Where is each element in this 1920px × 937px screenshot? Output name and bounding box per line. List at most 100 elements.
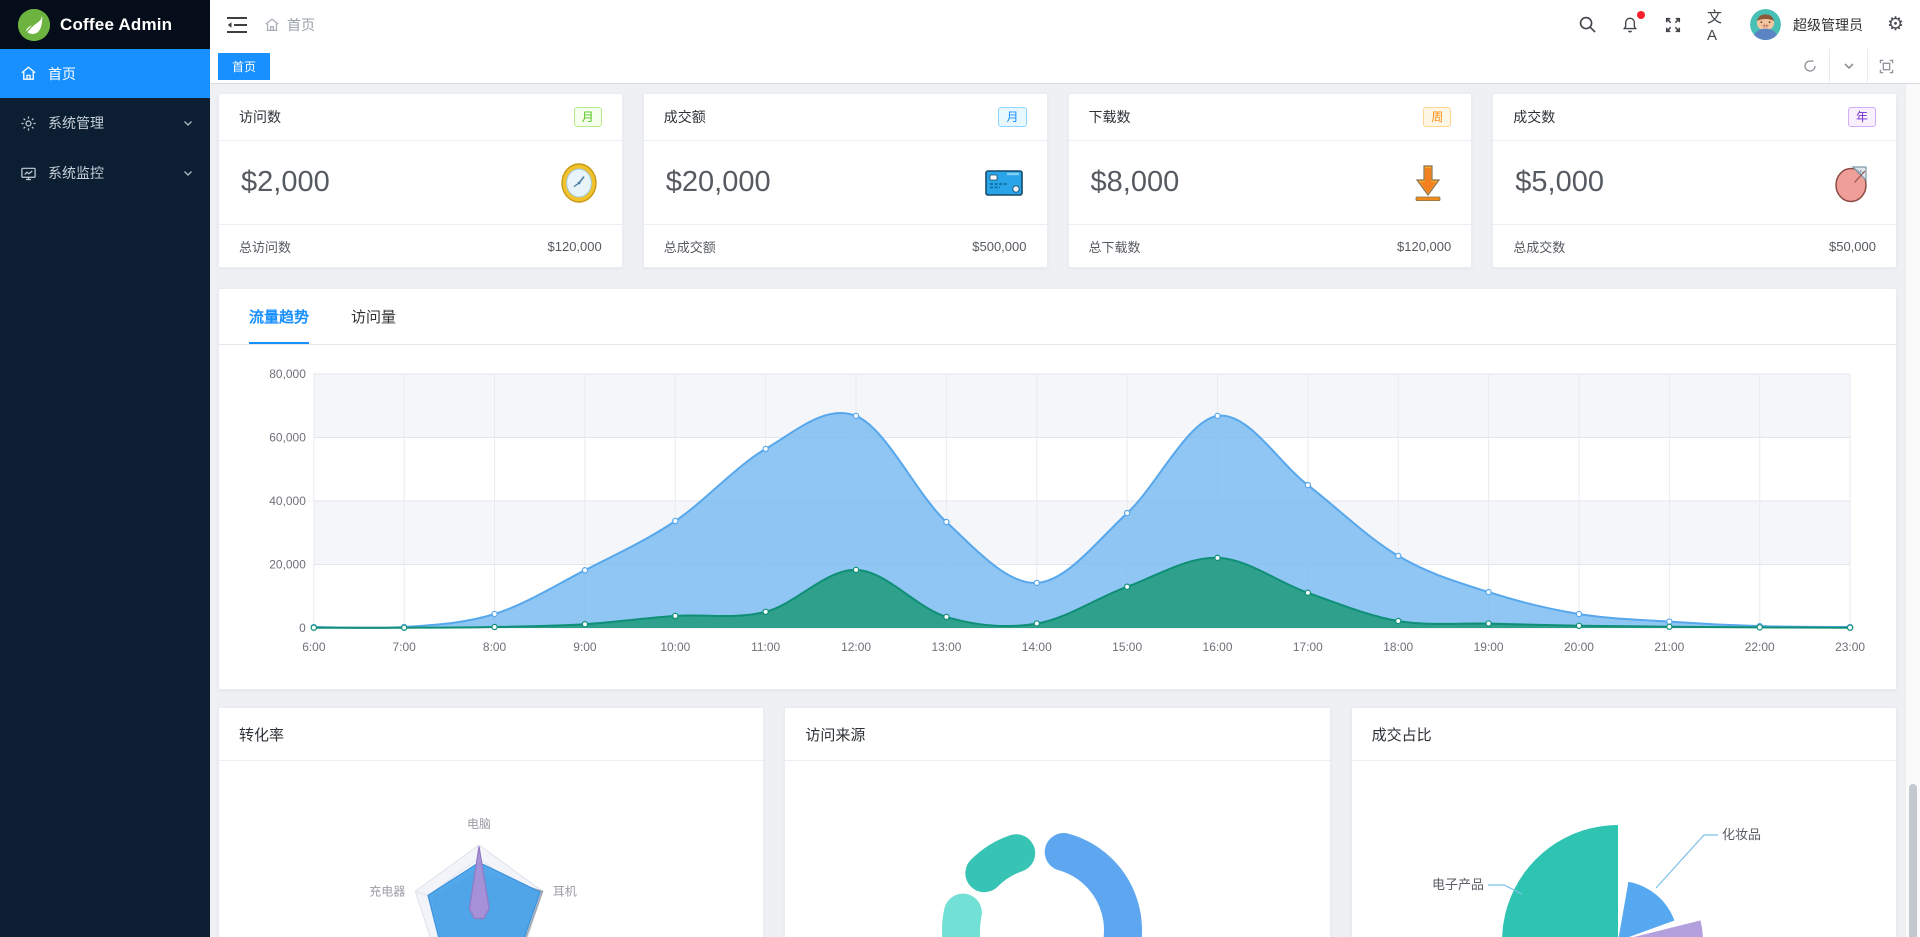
chevron-down-icon (184, 121, 192, 126)
svg-text:%: % (1856, 167, 1863, 176)
stat-card-visits: 访问数 月 $2,000 总访问数 $120,000 (218, 93, 623, 268)
svg-text:17:00: 17:00 (1293, 640, 1323, 654)
svg-text:7:00: 7:00 (393, 640, 417, 654)
tab-traffic-trend[interactable]: 流量趋势 (249, 306, 310, 344)
top-navbar: 首页 文A (210, 0, 1920, 49)
sidebar-item-home[interactable]: 首页 (0, 49, 210, 98)
refresh-icon[interactable] (1791, 49, 1829, 83)
stat-card-turnover: 成交额 月 $20,000 总成交额 $500,000 (642, 93, 1048, 268)
breadcrumb-item[interactable]: 首页 (287, 16, 315, 33)
card-title: 转化率 (219, 708, 764, 761)
stat-footer-label: 总访问数 (239, 239, 292, 255)
svg-text:6:00: 6:00 (302, 640, 326, 654)
stat-card-row: 访问数 月 $2,000 总访问数 $120,000 (218, 93, 1897, 268)
stat-footer-value: $50,000 (1829, 238, 1876, 254)
bottom-card-row: 转化率 电脑 耳机 充电器 访问来源 成交占比 电子产品 化妆品 (218, 707, 1897, 937)
sidebar-item-label: 系统监控 (48, 165, 104, 181)
fullscreen-icon[interactable] (1664, 15, 1683, 34)
svg-text:80,000: 80,000 (269, 367, 306, 381)
chevron-down-icon (184, 171, 192, 176)
avatar[interactable] (1749, 9, 1781, 40)
stat-footer-value: $500,000 (972, 238, 1027, 254)
stat-card-title: 访问数 (239, 109, 281, 125)
scrollbar-thumb[interactable] (1909, 784, 1917, 937)
deal-share-card: 成交占比 电子产品 化妆品 (1350, 707, 1897, 937)
stat-footer-label: 总成交数 (1513, 239, 1566, 255)
svg-text:9:00: 9:00 (573, 640, 597, 654)
svg-text:14:00: 14:00 (1022, 640, 1052, 654)
page-tabbar: 首页 (210, 49, 1920, 84)
period-tag: 月 (998, 107, 1027, 127)
svg-text:15:00: 15:00 (1112, 640, 1142, 654)
stat-card-title: 成交额 (663, 109, 706, 125)
svg-text:充电器: 充电器 (369, 883, 405, 898)
search-icon[interactable] (1578, 15, 1597, 34)
stat-value: $5,000 (1515, 166, 1604, 198)
svg-text:0: 0 (299, 621, 306, 635)
svg-text:8:00: 8:00 (483, 640, 507, 654)
maximize-icon[interactable] (1867, 49, 1905, 83)
stat-footer-value: $120,000 (1397, 238, 1452, 254)
traffic-trend-chart: 0 20,000 40,000 60,000 80,000 6:00 7:00 8:00 9:0… (269, 367, 1865, 654)
scrollbar[interactable] (1905, 84, 1920, 937)
home-icon (21, 66, 36, 80)
svg-text:22:00: 22:00 (1745, 640, 1775, 654)
stat-footer-label: 总成交额 (663, 239, 716, 255)
period-tag: 周 (1423, 107, 1452, 127)
app-title: Coffee Admin (60, 14, 173, 34)
svg-text:60,000: 60,000 (269, 430, 306, 444)
svg-text:21:00: 21:00 (1654, 640, 1684, 654)
visit-source-donut-chart (942, 833, 1143, 937)
pie-icon: % (1835, 165, 1867, 202)
svg-text:10:00: 10:00 (660, 640, 690, 654)
translate-icon[interactable]: 文A (1706, 8, 1722, 44)
credit-card-icon (984, 169, 1023, 196)
chevron-down-icon[interactable] (1829, 49, 1867, 83)
stat-footer-value: $120,000 (547, 238, 602, 254)
breadcrumb-home-icon[interactable] (264, 17, 280, 33)
user-name[interactable]: 超级管理员 (1792, 16, 1863, 33)
traffic-trend-card: 流量趋势 访问量 0 20,000 40,000 60,000 80,000 6:00 7:… (218, 288, 1897, 690)
period-tag: 年 (1847, 107, 1876, 127)
card-title: 成交占比 (1351, 708, 1896, 761)
svg-text:12:00: 12:00 (841, 640, 871, 654)
sidebar: Coffee Admin 首页 系统管理 (0, 0, 210, 937)
download-icon (1415, 164, 1441, 201)
monitor-icon (21, 167, 36, 180)
collapse-sidebar-icon[interactable] (226, 15, 248, 35)
logo: Coffee Admin (0, 0, 210, 49)
sidebar-item-system-monitor[interactable]: 系统监控 (0, 148, 210, 198)
visit-source-card: 访问来源 (784, 707, 1331, 937)
svg-text:13:00: 13:00 (931, 640, 961, 654)
svg-text:电脑: 电脑 (467, 817, 491, 831)
stat-card-title: 下载数 (1088, 109, 1131, 125)
stat-card-downloads: 下载数 周 $8,000 总下载数 $120,000 (1067, 93, 1473, 268)
navbar-right: 文A 超级管理员 ⚙ (1578, 8, 1920, 44)
sidebar-item-system-management[interactable]: 系统管理 (0, 98, 210, 148)
svg-text:电子产品: 电子产品 (1432, 877, 1484, 892)
clock-icon (561, 162, 597, 203)
svg-text:20:00: 20:00 (1564, 640, 1594, 654)
stat-footer-label: 总下载数 (1088, 239, 1141, 255)
breadcrumb: 首页 (264, 15, 315, 35)
notification-bell-icon[interactable] (1621, 11, 1645, 34)
settings-gear-icon[interactable]: ⚙ (1886, 14, 1904, 35)
tab-visits[interactable]: 访问量 (351, 309, 397, 326)
sidebar-item-label: 系统管理 (48, 115, 104, 131)
period-tag: 月 (573, 107, 602, 127)
tab-home[interactable]: 首页 (218, 52, 271, 80)
notification-dot (1636, 11, 1645, 19)
svg-text:20,000: 20,000 (269, 557, 306, 571)
gear-icon (21, 116, 36, 130)
navbar-left: 首页 (210, 15, 315, 35)
stat-card-deals: 成交数 年 $5,000 % 总成交数 $50,000 (1492, 93, 1897, 268)
deal-share-pie-chart: 电子产品 化妆品 (1432, 825, 1761, 937)
svg-text:19:00: 19:00 (1474, 640, 1504, 654)
tabbar-tools (1791, 49, 1905, 83)
trend-tabs: 流量趋势 访问量 (219, 289, 1896, 345)
sidebar-menu: 首页 系统管理 系统监控 (0, 49, 210, 198)
sidebar-item-label: 首页 (48, 65, 76, 82)
svg-text:23:00: 23:00 (1835, 640, 1865, 654)
